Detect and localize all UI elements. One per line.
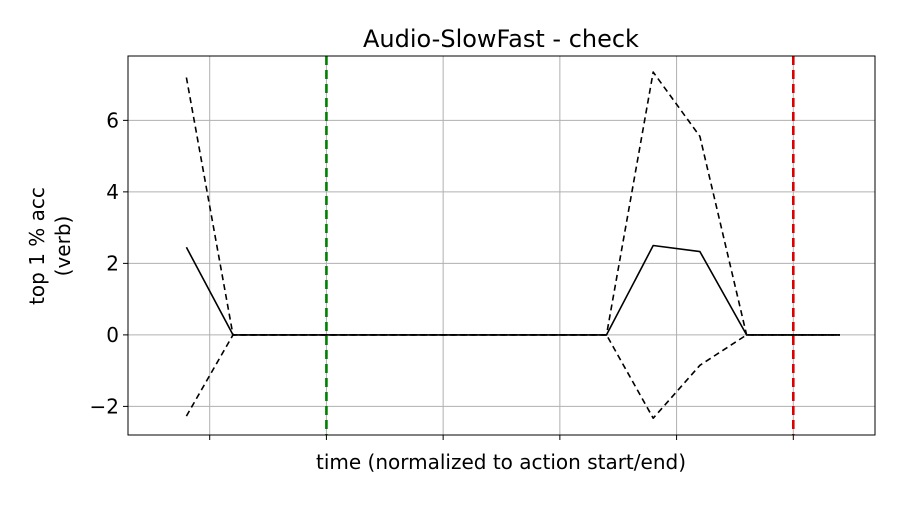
y-tick-label: 0 <box>106 323 119 347</box>
y-tick-label: 2 <box>106 251 119 275</box>
axis-ticks: −2 0 2 4 6 <box>90 108 794 440</box>
reference-lines <box>325 56 795 435</box>
y-tick-label: 4 <box>106 180 119 204</box>
y-tick-label: 6 <box>106 108 119 132</box>
y-axis-title-line-2: (verb) <box>51 216 75 277</box>
x-axis-title: time (normalized to action start/end) <box>316 450 686 474</box>
series-line-lower <box>185 334 840 420</box>
series-group <box>185 71 840 420</box>
plot-area-frame <box>127 55 876 436</box>
y-tick-label: −2 <box>90 394 119 418</box>
y-axis-title-line-1: top 1 % acc <box>25 187 49 305</box>
chart-title: Audio-SlowFast - check <box>363 25 639 53</box>
